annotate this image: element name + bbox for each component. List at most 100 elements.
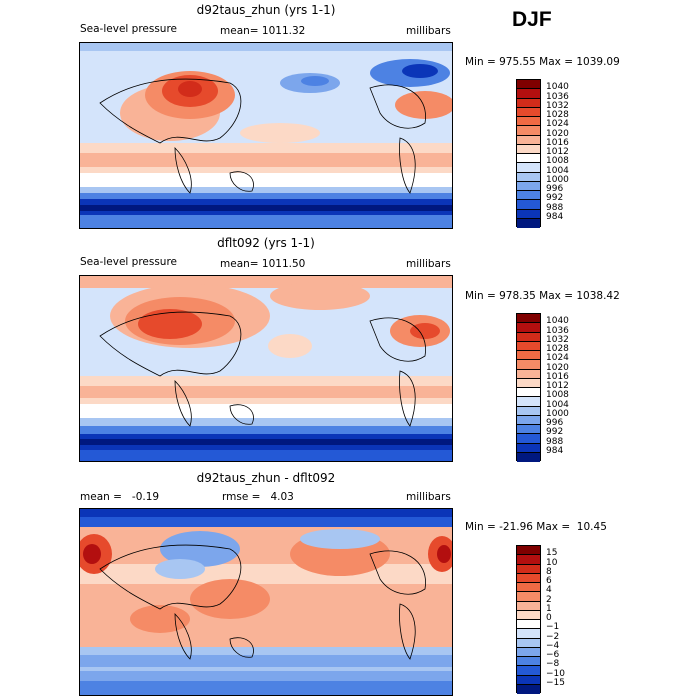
colorbar-tick-label: 2 — [546, 594, 552, 605]
colorbar-tick-label: 984 — [546, 445, 564, 456]
colorbar-swatch — [517, 181, 540, 191]
colorbar-swatch — [517, 163, 540, 173]
colorbar-swatch — [517, 98, 540, 108]
panel1-map — [79, 42, 453, 229]
colorbar-tick-label: 0 — [546, 613, 552, 623]
colorbar-swatch — [517, 666, 540, 676]
colorbar-tick-label: 1004 — [546, 399, 569, 410]
colorbar-tick-label: 1036 — [546, 325, 569, 336]
colorbar-swatch — [517, 647, 540, 657]
colorbar-tick-label: 1040 — [546, 316, 569, 327]
colorbar-swatch — [517, 126, 540, 136]
panel3-mean-label: mean = -0.19 — [80, 491, 160, 503]
colorbar-tick-label: 1008 — [546, 156, 569, 167]
colorbar-tick-label: 1 — [546, 603, 552, 614]
colorbar-swatch — [517, 620, 540, 630]
colorbar-tick-label: 1032 — [546, 100, 569, 111]
colorbar-tick-label: 1028 — [546, 344, 569, 354]
colorbar-tick-label: −15 — [546, 677, 565, 688]
colorbar-swatch — [517, 314, 540, 324]
colorbar-tick-label: −6 — [546, 650, 560, 660]
colorbar-swatch — [517, 388, 540, 398]
colorbar-swatch — [517, 172, 540, 182]
colorbar-tick-label: 15 — [546, 548, 558, 559]
panel2-variable-label: Sea-level pressure — [80, 256, 178, 268]
panel3-units-label: millibars — [406, 491, 451, 503]
colorbar-swatch — [517, 638, 540, 648]
colorbar-tick-label: 4 — [546, 585, 552, 596]
colorbar-swatch — [517, 573, 540, 583]
colorbar-tick-label: 1024 — [546, 119, 569, 130]
panel1-variable-label: Sea-level pressure — [80, 23, 178, 35]
colorbar-tick-label: 1016 — [546, 371, 569, 382]
colorbar-swatch — [517, 546, 540, 556]
colorbar-swatch — [517, 583, 540, 593]
colorbar-swatch — [517, 154, 540, 164]
colorbar-swatch — [517, 555, 540, 565]
colorbar-swatch — [517, 657, 540, 667]
colorbar-tick-label: −10 — [546, 668, 565, 679]
colorbar-tick-label: 1032 — [546, 334, 569, 345]
colorbar-tick-label: 10 — [546, 557, 558, 568]
colorbar-swatch — [517, 610, 540, 620]
colorbar-swatch — [517, 452, 540, 462]
colorbar-tick-label: 988 — [546, 436, 564, 447]
colorbar-swatch — [517, 144, 540, 154]
colorbar-tick-label: 988 — [546, 202, 564, 213]
colorbar-tick-label: −2 — [546, 631, 560, 642]
colorbar-tick-label: 996 — [546, 184, 564, 194]
colorbar-tick-label: 6 — [546, 576, 552, 586]
colorbar-tick-label: 1000 — [546, 408, 569, 419]
colorbar-swatch — [517, 351, 540, 361]
colorbar-swatch — [517, 397, 540, 407]
colorbar-tick-label: 996 — [546, 418, 564, 428]
colorbar-swatch — [517, 332, 540, 342]
colorbar-tick-label: 8 — [546, 566, 552, 577]
colorbar-tick-label: 1012 — [546, 381, 569, 391]
colorbar-swatch — [517, 323, 540, 333]
panel1-units-label: millibars — [406, 25, 451, 37]
colorbar-tick-label: −1 — [546, 622, 560, 633]
colorbar-swatch — [517, 564, 540, 574]
colorbar-swatch — [517, 209, 540, 219]
colorbar-swatch — [517, 135, 540, 145]
colorbar-swatch — [517, 360, 540, 370]
colorbar-tick-label: −4 — [546, 640, 560, 651]
panel2-colorbar — [516, 313, 541, 462]
panel3-colorbar — [516, 545, 541, 694]
colorbar-tick-label: 1000 — [546, 174, 569, 185]
colorbar-swatch — [517, 425, 540, 435]
panel2-mean-label: mean= 1011.50 — [220, 258, 306, 270]
colorbar-tick-label: 1012 — [546, 147, 569, 157]
colorbar-swatch — [517, 218, 540, 228]
colorbar-swatch — [517, 107, 540, 117]
colorbar-tick-label: 992 — [546, 427, 564, 438]
season-label: DJF — [512, 8, 552, 31]
colorbar-swatch — [517, 80, 540, 90]
colorbar-swatch — [517, 415, 540, 425]
colorbar-swatch — [517, 684, 540, 694]
colorbar-swatch — [517, 89, 540, 99]
colorbar-tick-label: 1004 — [546, 165, 569, 176]
colorbar-swatch — [517, 443, 540, 453]
colorbar-tick-label: 984 — [546, 211, 564, 222]
panel1-minmax: Min = 975.55 Max = 1039.09 — [465, 56, 620, 68]
colorbar-tick-label: 1008 — [546, 390, 569, 401]
panel1-title: d92taus_zhun (yrs 1-1) — [196, 3, 336, 17]
panel3-title: d92taus_zhun - dflt092 — [196, 471, 336, 485]
colorbar-tick-label: 1016 — [546, 137, 569, 148]
colorbar-swatch — [517, 378, 540, 388]
panel3-rmse-label: rmse = 4.03 — [222, 491, 294, 503]
colorbar-swatch — [517, 117, 540, 127]
colorbar-swatch — [517, 675, 540, 685]
colorbar-tick-label: 1020 — [546, 362, 569, 373]
panel2-map — [79, 275, 453, 462]
colorbar-swatch — [517, 434, 540, 444]
colorbar-tick-label: 1020 — [546, 128, 569, 139]
panel1-mean-label: mean= 1011.32 — [220, 25, 306, 37]
panel3-minmax: Min = -21.96 Max = 10.45 — [465, 521, 607, 533]
colorbar-swatch — [517, 200, 540, 210]
panel3-map — [79, 508, 453, 696]
colorbar-tick-label: 1024 — [546, 353, 569, 364]
panel2-units-label: millibars — [406, 258, 451, 270]
